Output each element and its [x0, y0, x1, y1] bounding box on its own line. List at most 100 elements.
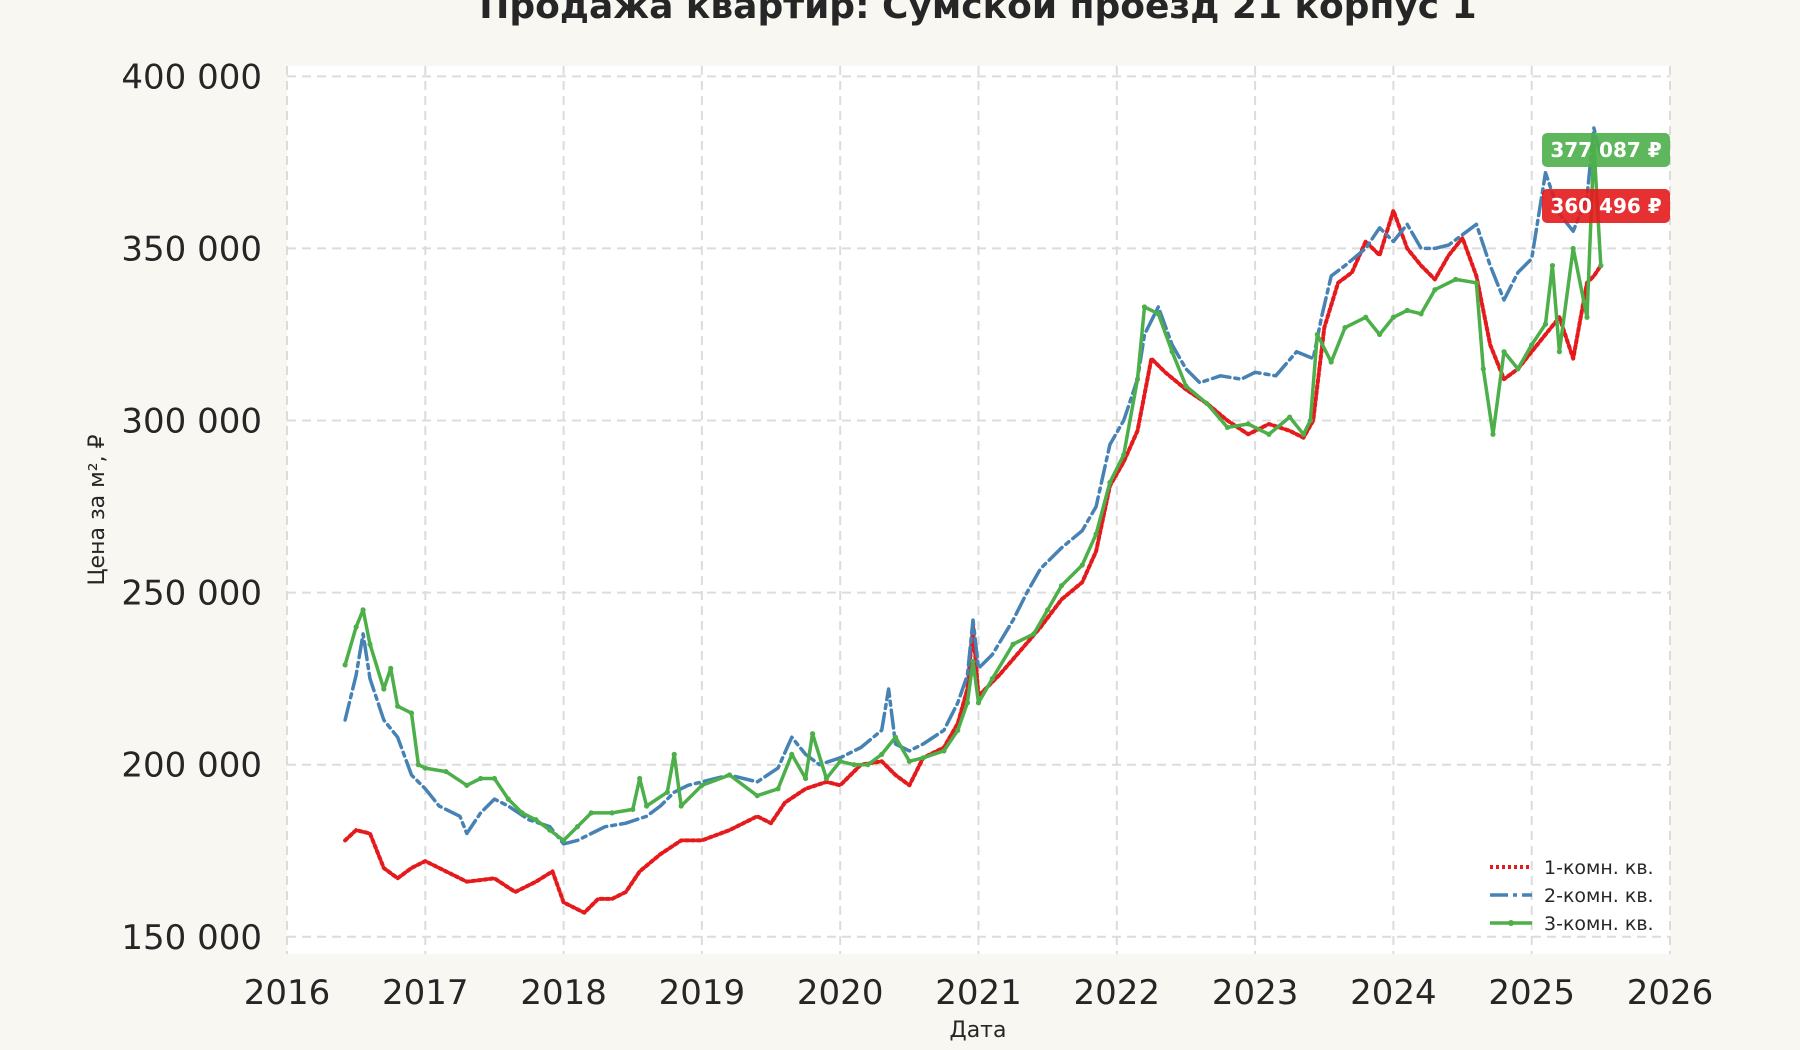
- series-point: [1314, 331, 1320, 338]
- series-point: [671, 751, 677, 757]
- series-point: [408, 710, 415, 716]
- series-point: [1134, 376, 1141, 382]
- x-axis-label: Дата: [950, 1018, 1007, 1043]
- x-tick-label: 2022: [1074, 973, 1161, 1013]
- series-point: [381, 686, 387, 692]
- series-point: [422, 765, 428, 771]
- series-point: [1141, 304, 1148, 310]
- series-point: [1598, 263, 1604, 269]
- x-ticks: 2016 2017 2018 2019 2020 2021 2022 2023 2024 2025…: [244, 973, 1714, 1013]
- end-value-badge: [1542, 133, 1670, 167]
- series-point: [1480, 366, 1486, 372]
- x-tick-label: 2023: [1212, 973, 1299, 1013]
- series-point: [1031, 631, 1037, 637]
- x-tick-label: 2016: [244, 973, 331, 1013]
- y-tick-label: 350 000: [121, 229, 262, 269]
- x-tick-label: 2025: [1488, 973, 1575, 1013]
- legend-label: 2-комн. кв.: [1544, 885, 1654, 907]
- series-point: [1490, 431, 1496, 437]
- x-tick-label: 2024: [1350, 973, 1437, 1013]
- series-point: [1245, 421, 1251, 427]
- series-point: [533, 817, 539, 823]
- series-point: [1045, 607, 1051, 613]
- series-point: [388, 665, 394, 671]
- series-point: [1473, 280, 1479, 286]
- series-point: [726, 772, 733, 778]
- series-point: [989, 676, 995, 682]
- x-tick-label: 2019: [659, 973, 746, 1013]
- y-axis-label: Цена за м², ₽: [85, 434, 110, 585]
- series-point: [1549, 263, 1556, 269]
- y-ticks: 150 000 200 000 250 000 300 000 350 000 400 0…: [121, 57, 262, 957]
- series-point: [906, 758, 912, 764]
- series-point: [1058, 583, 1065, 589]
- series-point: [367, 641, 373, 647]
- series-point: [1432, 287, 1438, 293]
- series-point: [1556, 349, 1562, 355]
- series-point: [1501, 349, 1507, 355]
- series-point: [699, 782, 705, 788]
- y-tick-label: 200 000: [121, 746, 262, 786]
- series-line-1: [343, 208, 1603, 915]
- series-point: [491, 775, 498, 782]
- series-point: [1584, 314, 1590, 320]
- end-value-label: 377 087 ₽: [1550, 138, 1661, 162]
- series-point: [941, 748, 947, 754]
- series-point: [1155, 311, 1161, 317]
- series-point: [630, 806, 636, 813]
- x-tick-label: 2026: [1627, 973, 1714, 1013]
- end-value-badge: [1542, 189, 1670, 223]
- series-point: [643, 803, 650, 809]
- series-point: [1183, 383, 1189, 389]
- series-point: [678, 803, 684, 809]
- series-point: [865, 762, 871, 768]
- series-point: [1570, 245, 1576, 252]
- series-point: [360, 607, 366, 613]
- series-point: [1287, 414, 1293, 420]
- series-point: [1390, 314, 1396, 320]
- series-point: [964, 700, 971, 706]
- x-tick-label: 2018: [520, 973, 607, 1013]
- series-point: [1266, 431, 1272, 437]
- x-tick-label: 2021: [935, 973, 1022, 1013]
- end-value-label: 360 496 ₽: [1550, 194, 1661, 218]
- series-point: [837, 758, 843, 764]
- series-point: [664, 789, 670, 795]
- legend-label: 3-комн. кв.: [1544, 913, 1654, 935]
- series-point: [1529, 342, 1535, 348]
- series-point: [395, 703, 401, 709]
- series-point: [879, 751, 885, 757]
- series-point: [1079, 562, 1085, 568]
- series-point: [505, 796, 511, 802]
- series-point: [519, 810, 525, 816]
- legend-label: 1-комн. кв.: [1544, 857, 1654, 879]
- series-point: [415, 762, 421, 768]
- series-point: [1010, 641, 1016, 647]
- series-point: [1307, 417, 1314, 424]
- series-point: [574, 824, 581, 830]
- series-point: [1542, 321, 1549, 327]
- series-point: [775, 786, 781, 792]
- series-point: [637, 775, 643, 782]
- series-point: [1224, 424, 1231, 430]
- legend-marker: [1508, 920, 1514, 926]
- y-tick-label: 250 000: [121, 574, 262, 614]
- series-point: [1300, 431, 1307, 437]
- series-point: [588, 810, 594, 816]
- series-point: [1204, 400, 1210, 406]
- series-point: [789, 751, 795, 757]
- series-point: [1107, 479, 1113, 486]
- chart-title: Продажа квартир: Сумской проезд 21 корпу…: [479, 0, 1476, 27]
- legend: 1-комн. кв. 2-комн. кв. 3-комн. кв.: [1490, 857, 1654, 935]
- grid: [286, 66, 1671, 954]
- x-tick-label: 2017: [382, 973, 469, 1013]
- x-tick-label: 2020: [797, 973, 884, 1013]
- series-point: [1515, 366, 1521, 372]
- series-point: [1453, 276, 1459, 282]
- series-point: [955, 727, 961, 733]
- series-point: [1093, 531, 1099, 537]
- series-point: [1342, 324, 1348, 331]
- series-point: [478, 775, 484, 782]
- series-point: [809, 731, 816, 737]
